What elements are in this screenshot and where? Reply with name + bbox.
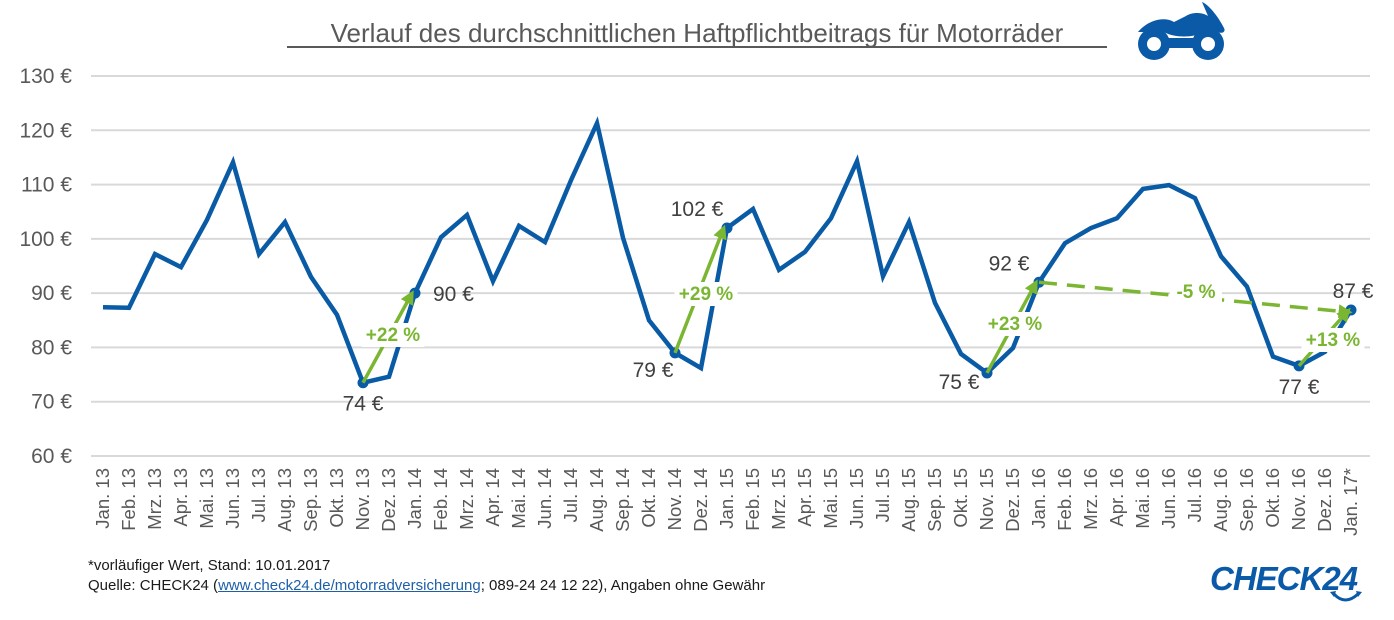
x-tick-label: Nov. 15 (976, 468, 997, 530)
x-tick-label: Apr. 13 (170, 468, 191, 527)
change-label: +13 % (1306, 330, 1361, 351)
x-tick-label: Feb. 14 (430, 468, 451, 531)
x-tick-label: Aug. 13 (274, 468, 295, 532)
x-tick-label: Mrz. 15 (768, 468, 789, 530)
x-tick-label: Dez. 16 (1314, 468, 1335, 532)
point-label: 87 € (1333, 280, 1374, 303)
x-tick-label: Mai. 16 (1132, 468, 1153, 529)
y-tick-label: 100 € (19, 228, 72, 251)
chart-title: Verlauf des durchschnittlichen Haftpflic… (331, 18, 1064, 48)
series-line (102, 116, 1353, 386)
x-tick-label: Okt. 16 (1262, 468, 1283, 528)
change-label-bg (361, 323, 425, 347)
x-tick-label: Mrz. 14 (456, 468, 477, 530)
point-label: 75 € (939, 371, 980, 394)
x-tick-label: Jan. 14 (404, 468, 425, 529)
source-prefix: Quelle: CHECK24 ( (88, 577, 219, 594)
x-tick-label: Jan. 16 (1028, 468, 1049, 529)
x-tick-label: Nov. 16 (1288, 468, 1309, 530)
x-tick-label: Jan. 17* (1340, 468, 1361, 536)
x-tick-label: Jul. 15 (872, 468, 893, 523)
check24-logo: CHECK24 (1210, 560, 1358, 597)
change-label-bg (1170, 280, 1222, 304)
point-label: 77 € (1279, 376, 1320, 399)
x-tick-label: Sep. 14 (612, 468, 633, 532)
x-tick-label: Jun. 15 (846, 468, 867, 529)
check24-arc-icon (1330, 591, 1362, 602)
x-tick-label: Aug. 16 (1210, 468, 1231, 532)
x-tick-label: Feb. 16 (1054, 468, 1075, 531)
x-tick-label: Apr. 16 (1106, 468, 1127, 527)
y-axis-ticks: 60 € 70 € 80 € 90 € 100 € 110 € 120 € 130 € (19, 65, 72, 468)
x-tick-label: Mai. 15 (820, 468, 841, 529)
point-label: 74 € (343, 393, 384, 416)
y-tick-label: 70 € (31, 391, 72, 414)
x-tick-label: Mrz. 13 (144, 468, 165, 530)
point-label: 92 € (989, 252, 1030, 275)
x-tick-label: Apr. 14 (482, 468, 503, 527)
x-tick-label: Mai. 14 (508, 468, 529, 529)
x-axis-ticks: Jan. 13 Feb. 13 Mrz. 13 Apr. 13 Mai. 13 Jun. … (92, 468, 1361, 536)
point-labels: 74 € 90 € 79 € 102 € 75 € 92 € 77 € 87 € (343, 198, 1374, 416)
x-tick-label: Dez. 13 (378, 468, 399, 532)
x-tick-label: Okt. 13 (326, 468, 347, 528)
source-suffix: ; 089-24 24 12 22), Angaben ohne Gewähr (480, 577, 766, 594)
y-tick-label: 90 € (31, 282, 72, 305)
gridlines (91, 75, 1370, 457)
x-tick-label: Jul. 16 (1184, 468, 1205, 523)
x-tick-label: Feb. 13 (118, 468, 139, 531)
x-tick-label: Jun. 14 (534, 468, 555, 529)
x-tick-label: Mai. 13 (196, 468, 217, 529)
point-label: 90 € (433, 283, 474, 306)
change-label: +22 % (366, 325, 421, 346)
x-tick-label: Okt. 15 (950, 468, 971, 528)
x-tick-label: Nov. 13 (352, 468, 373, 530)
change-label-bg (983, 312, 1047, 336)
point-label: 79 € (633, 359, 674, 382)
x-tick-label: Aug. 15 (898, 468, 919, 532)
y-tick-label: 80 € (31, 336, 72, 359)
x-tick-label: Jul. 13 (248, 468, 269, 523)
footnote-provisional: *vorläufiger Wert, Stand: 10.01.2017 (88, 557, 331, 574)
y-tick-label: 110 € (21, 174, 72, 197)
x-tick-label: Dez. 14 (690, 468, 711, 532)
change-label-bg (1301, 328, 1365, 352)
x-tick-label: Feb. 15 (742, 468, 763, 531)
x-tick-label: Jan. 15 (716, 468, 737, 529)
x-tick-label: Aug. 14 (586, 468, 607, 532)
x-tick-label: Sep. 16 (1236, 468, 1257, 532)
x-tick-label: Sep. 15 (924, 468, 945, 532)
change-label: +23 % (988, 314, 1043, 335)
y-tick-label: 120 € (19, 119, 72, 142)
motorcycle-icon (1138, 2, 1225, 60)
x-tick-label: Mrz. 16 (1080, 468, 1101, 530)
x-tick-label: Okt. 14 (638, 468, 659, 528)
x-tick-label: Dez. 15 (1002, 468, 1023, 532)
y-tick-label: 60 € (31, 445, 72, 468)
x-tick-label: Jun. 13 (222, 468, 243, 529)
annotations: +22 % +29 % +23 % -5 % +13 % (361, 224, 1365, 384)
change-label: +29 % (679, 284, 734, 305)
series (102, 116, 1357, 389)
x-tick-label: Nov. 14 (664, 468, 685, 530)
source-line: Quelle: CHECK24 (www.check24.de/motorrad… (88, 577, 765, 594)
source-link[interactable]: www.check24.de/motorradversicherung (218, 577, 481, 594)
change-label: -5 % (1176, 282, 1215, 303)
x-tick-label: Apr. 15 (794, 468, 815, 527)
point-label: 102 € (671, 198, 724, 221)
x-tick-label: Jun. 16 (1158, 468, 1179, 529)
x-tick-label: Sep. 13 (300, 468, 321, 532)
change-label-bg (674, 282, 738, 306)
x-tick-label: Jul. 14 (560, 468, 581, 523)
y-tick-label: 130 € (19, 65, 72, 88)
x-tick-label: Jan. 13 (92, 468, 113, 529)
